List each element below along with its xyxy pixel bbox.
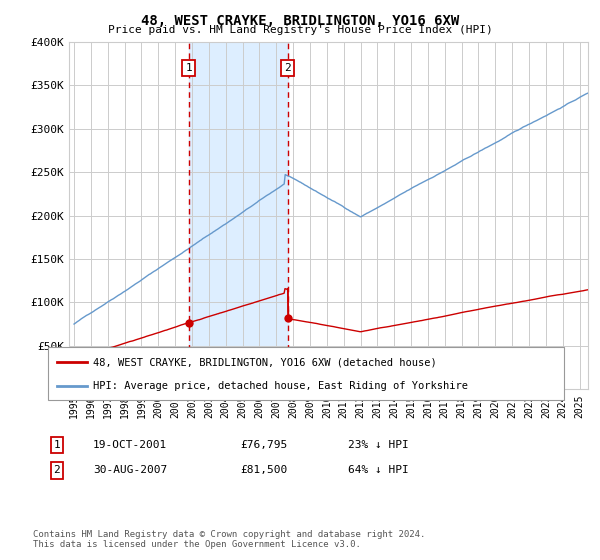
Text: 48, WEST CRAYKE, BRIDLINGTON, YO16 6XW (detached house): 48, WEST CRAYKE, BRIDLINGTON, YO16 6XW (… bbox=[93, 357, 437, 367]
Text: 19-OCT-2001: 19-OCT-2001 bbox=[93, 440, 167, 450]
Text: 30-AUG-2007: 30-AUG-2007 bbox=[93, 465, 167, 475]
Text: Price paid vs. HM Land Registry's House Price Index (HPI): Price paid vs. HM Land Registry's House … bbox=[107, 25, 493, 35]
Text: £76,795: £76,795 bbox=[240, 440, 287, 450]
Text: 1: 1 bbox=[185, 63, 192, 73]
Text: Contains HM Land Registry data © Crown copyright and database right 2024.: Contains HM Land Registry data © Crown c… bbox=[33, 530, 425, 539]
Text: 48, WEST CRAYKE, BRIDLINGTON, YO16 6XW: 48, WEST CRAYKE, BRIDLINGTON, YO16 6XW bbox=[141, 14, 459, 28]
Text: HPI: Average price, detached house, East Riding of Yorkshire: HPI: Average price, detached house, East… bbox=[93, 380, 468, 390]
Text: £81,500: £81,500 bbox=[240, 465, 287, 475]
Bar bbox=[188, 42, 287, 389]
Text: 1: 1 bbox=[53, 440, 61, 450]
Text: 2: 2 bbox=[53, 465, 61, 475]
Text: This data is licensed under the Open Government Licence v3.0.: This data is licensed under the Open Gov… bbox=[33, 540, 361, 549]
Text: 2: 2 bbox=[284, 63, 291, 73]
Text: 23% ↓ HPI: 23% ↓ HPI bbox=[348, 440, 409, 450]
Text: 64% ↓ HPI: 64% ↓ HPI bbox=[348, 465, 409, 475]
